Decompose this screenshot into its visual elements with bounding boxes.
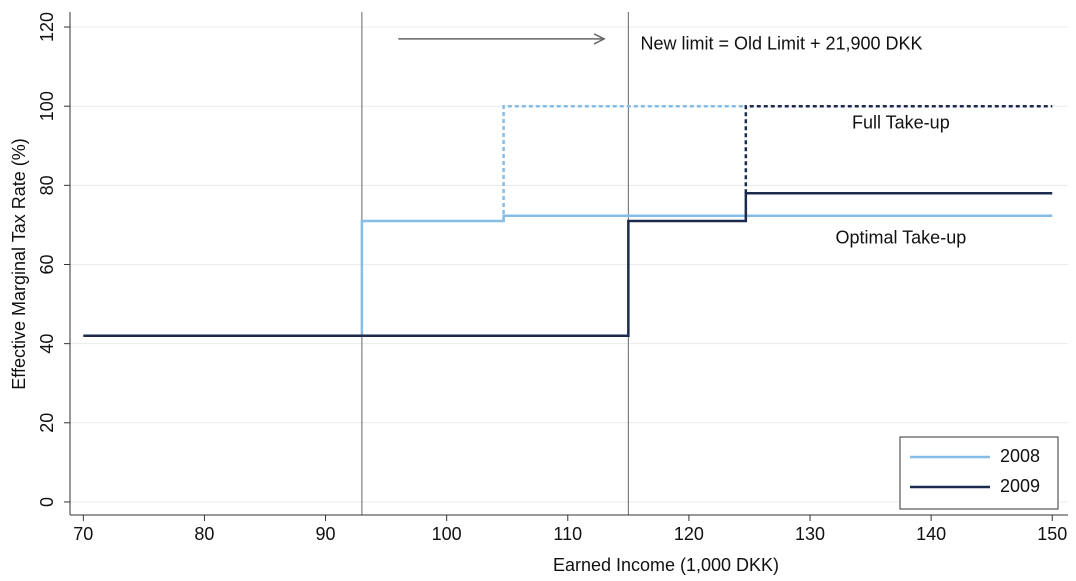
x-tick-label: 100 <box>432 524 462 544</box>
dashed-line <box>502 104 746 221</box>
y-tick-label: 80 <box>37 175 57 195</box>
x-tick-label: 130 <box>795 524 825 544</box>
x-tick-label: 120 <box>674 524 704 544</box>
line <box>83 192 1053 337</box>
x-tick-label: 150 <box>1037 524 1067 544</box>
dashed-line <box>744 104 1053 194</box>
legend-label: 2008 <box>1000 446 1040 466</box>
legend-label: 2009 <box>1000 476 1040 496</box>
y-tick-label: 60 <box>37 254 57 274</box>
y-tick-label: 120 <box>37 12 57 42</box>
x-tick-label: 80 <box>194 524 214 544</box>
y-tick-label: 0 <box>37 497 57 507</box>
y-tick-label: 20 <box>37 413 57 433</box>
annotation: New limit = Old Limit + 21,900 DKK <box>640 34 922 54</box>
arrow-head <box>593 33 606 45</box>
y-tick-label: 40 <box>37 334 57 354</box>
annotation: Full Take-up <box>852 113 950 133</box>
x-tick-label: 70 <box>73 524 93 544</box>
y-axis-label: Effective Marginal Tax Rate (%) <box>9 138 29 389</box>
annotation: Optimal Take-up <box>835 228 966 248</box>
x-tick-label: 90 <box>316 524 336 544</box>
y-tick-label: 100 <box>37 91 57 121</box>
x-axis-label: Earned Income (1,000 DKK) <box>553 555 779 575</box>
x-tick-label: 110 <box>553 524 582 544</box>
legend-box <box>899 436 1059 510</box>
x-tick-label: 140 <box>916 524 946 544</box>
